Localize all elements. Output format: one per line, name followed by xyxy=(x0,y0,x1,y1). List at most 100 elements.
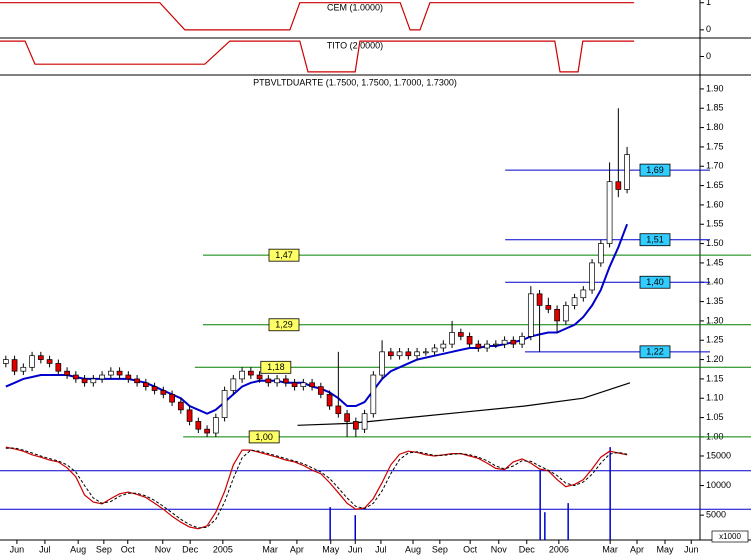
candle-body xyxy=(405,351,412,357)
x-tick-label: 2005 xyxy=(213,544,233,554)
level-label: 1,18 xyxy=(267,362,285,372)
candle-body xyxy=(536,293,543,306)
y-tick-label: 1.05 xyxy=(706,412,724,422)
candle-body xyxy=(396,351,403,357)
level-label: 1,22 xyxy=(646,347,664,357)
y-tick-label: 1.20 xyxy=(706,354,724,364)
x-tick-label: Jul xyxy=(39,544,51,554)
x-tick-label: May xyxy=(656,544,674,554)
x-tick-label: Mar xyxy=(602,544,618,554)
candle-body xyxy=(37,355,44,360)
y-tick-label: 5000 xyxy=(706,510,726,520)
x-tick-label: Sep xyxy=(432,544,448,554)
candle-body xyxy=(527,293,534,337)
candle-body xyxy=(422,351,429,354)
candle-body xyxy=(11,359,18,372)
y-tick-label: 1.75 xyxy=(706,141,724,151)
candle-body xyxy=(449,332,455,345)
candle-body xyxy=(291,382,298,387)
level-label-box xyxy=(260,360,292,374)
y-tick-label: 1.70 xyxy=(706,161,724,171)
candle-body xyxy=(212,417,219,434)
x-tick-label: Sep xyxy=(96,544,112,554)
candle-body xyxy=(370,374,377,415)
candle-body xyxy=(545,305,552,310)
candle-body xyxy=(484,343,490,349)
candle-body xyxy=(169,394,175,403)
level-label-box xyxy=(639,163,671,177)
candle-body xyxy=(99,374,105,380)
candle-body xyxy=(239,370,245,380)
candle-body xyxy=(492,343,499,346)
indicator-line xyxy=(0,2,635,31)
candle-body xyxy=(81,378,88,384)
x-tick-label: Nov xyxy=(491,544,508,554)
candle-body xyxy=(116,370,123,376)
y-tick-label: 0 xyxy=(706,24,711,34)
candle-body xyxy=(20,366,27,372)
y-tick-label: 1.10 xyxy=(706,393,724,403)
candle-body xyxy=(186,409,193,422)
level-label: 1,40 xyxy=(646,277,664,287)
candle-body xyxy=(387,351,394,357)
candle-body xyxy=(352,421,359,430)
candle-body xyxy=(151,386,158,391)
level-label-box xyxy=(248,430,280,444)
level-label: 1,00 xyxy=(255,432,273,442)
x-tick-label: Aug xyxy=(70,544,86,554)
candle-body xyxy=(177,401,184,411)
x-tick-label: Oct xyxy=(121,544,136,554)
x-tick-label: Apr xyxy=(290,544,304,554)
unit-label: x1000 xyxy=(719,532,741,541)
candle-body xyxy=(46,359,53,364)
level-label-box xyxy=(268,248,300,262)
x-tick-label: Dec xyxy=(519,544,536,554)
x-tick-label: Jun xyxy=(684,544,699,554)
panel-title: CEM (1.0000) xyxy=(327,2,383,12)
y-tick-label: 0 xyxy=(706,51,711,61)
candle-body xyxy=(160,390,167,395)
candle-body xyxy=(624,154,630,190)
candle-body xyxy=(64,370,70,376)
candle-body xyxy=(475,343,482,349)
y-tick-label: 1.00 xyxy=(706,431,724,441)
y-tick-label: 1.45 xyxy=(706,257,724,267)
x-tick-label: Jun xyxy=(10,544,25,554)
candle-body xyxy=(554,308,560,322)
candle-body xyxy=(256,374,263,380)
unit-box xyxy=(711,530,749,543)
candle-body xyxy=(414,351,420,357)
x-tick-label: Oct xyxy=(463,544,478,554)
candle-body xyxy=(510,339,517,345)
y-tick-label: 15000 xyxy=(706,450,731,460)
candle-body xyxy=(125,374,132,380)
candle-body xyxy=(142,382,149,387)
x-tick-label: 2006 xyxy=(549,544,569,554)
candle-body xyxy=(195,421,202,430)
level-label-box xyxy=(639,275,671,289)
candle-body xyxy=(457,332,464,337)
candle-body xyxy=(501,339,508,345)
level-label-box xyxy=(639,233,671,247)
indicator-line xyxy=(0,40,635,73)
x-tick-label: Dec xyxy=(182,544,199,554)
candle-body xyxy=(344,413,350,422)
y-tick-label: 1.60 xyxy=(706,199,724,209)
candle-body xyxy=(221,390,228,418)
candle-body xyxy=(282,378,289,384)
candle-body xyxy=(2,359,9,364)
x-tick-label: May xyxy=(322,544,340,554)
candle-body xyxy=(300,382,307,387)
candle-body xyxy=(615,181,622,190)
y-tick-label: 1.35 xyxy=(706,296,724,306)
y-tick-label: 1.25 xyxy=(706,335,724,345)
candle-body xyxy=(204,428,210,434)
candle-body xyxy=(274,378,280,384)
level-label-box xyxy=(268,318,300,332)
candle-body xyxy=(326,394,333,407)
x-tick-label: Apr xyxy=(630,544,644,554)
candle-body xyxy=(72,374,79,380)
level-label: 1,47 xyxy=(275,250,293,260)
